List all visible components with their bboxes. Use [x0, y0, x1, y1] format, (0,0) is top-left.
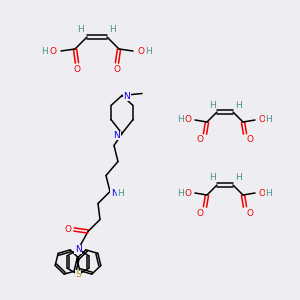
Text: H: H — [178, 116, 184, 124]
Text: N: N — [111, 189, 117, 198]
Text: H: H — [178, 188, 184, 197]
Text: H: H — [208, 100, 215, 109]
Text: S: S — [75, 270, 81, 279]
Text: H: H — [266, 188, 272, 197]
Text: O: O — [113, 65, 121, 74]
Text: H: H — [118, 189, 124, 198]
Text: N: N — [124, 92, 130, 101]
Text: O: O — [50, 46, 56, 56]
Text: O: O — [247, 136, 254, 145]
Text: H: H — [78, 25, 84, 34]
Text: O: O — [184, 116, 191, 124]
Text: H: H — [146, 46, 152, 56]
Text: H: H — [42, 46, 48, 56]
Text: O: O — [196, 208, 203, 217]
Text: H: H — [266, 116, 272, 124]
Text: H: H — [208, 173, 215, 182]
Text: O: O — [247, 208, 254, 217]
Text: N: N — [75, 245, 81, 254]
Text: O: O — [137, 46, 145, 56]
Text: O: O — [74, 65, 80, 74]
Text: O: O — [259, 116, 266, 124]
Text: O: O — [196, 136, 203, 145]
Text: H: H — [235, 100, 242, 109]
Text: H: H — [110, 25, 116, 34]
Text: O: O — [64, 225, 71, 234]
Text: H: H — [235, 173, 242, 182]
Text: O: O — [184, 188, 191, 197]
Text: N: N — [114, 131, 120, 140]
Text: O: O — [259, 188, 266, 197]
